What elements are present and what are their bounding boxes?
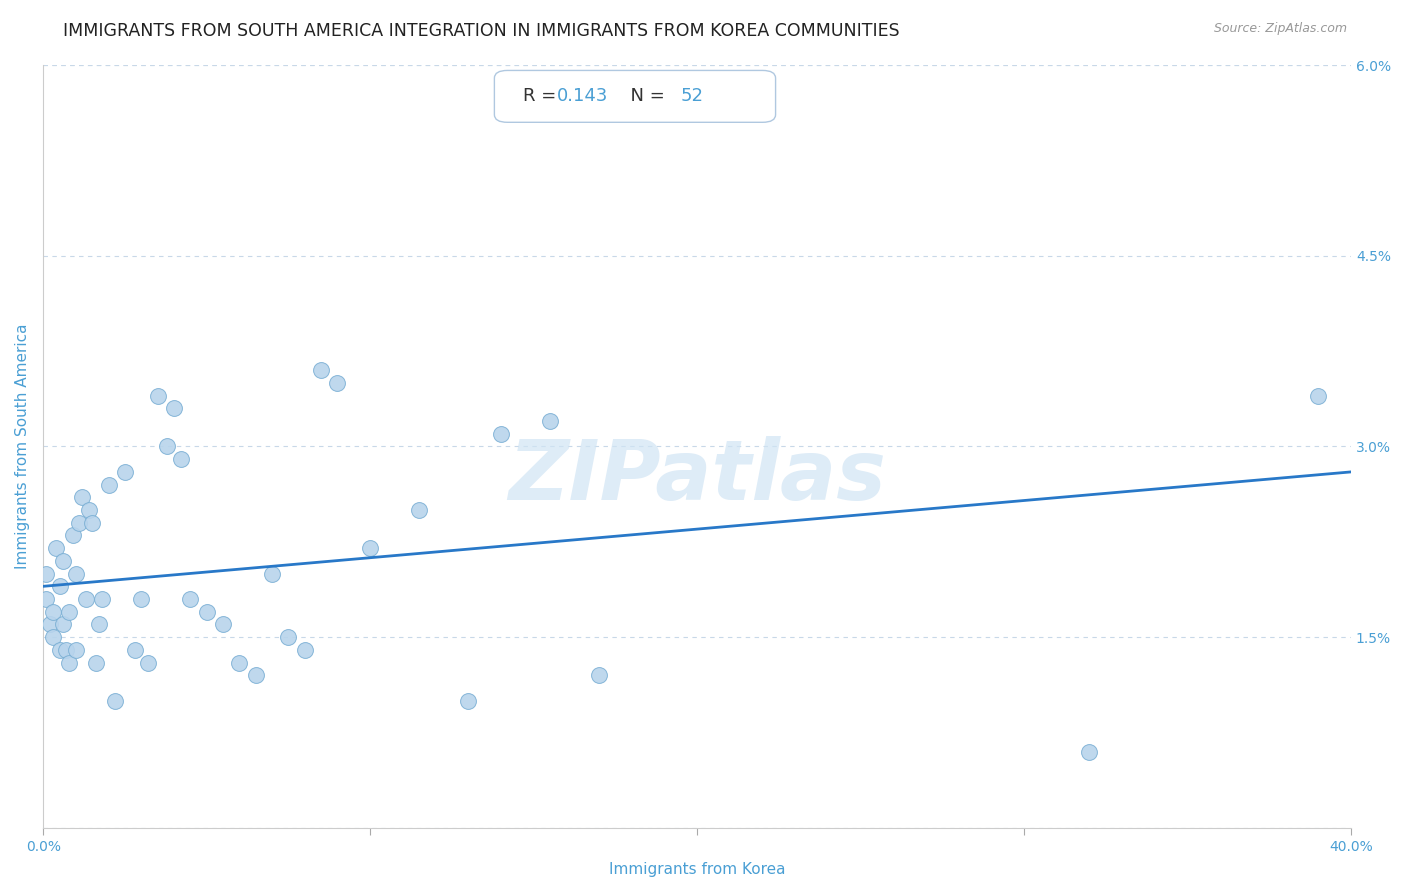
Point: [277, 630, 299, 644]
Point: [1308, 389, 1330, 403]
Point: [52, 617, 75, 632]
Point: [42, 630, 65, 644]
Point: [45, 541, 67, 556]
Point: [114, 465, 136, 479]
Point: [195, 605, 218, 619]
Point: [97, 477, 120, 491]
Point: [58, 605, 80, 619]
Point: [58, 656, 80, 670]
Point: [35, 566, 58, 581]
Point: [87, 617, 110, 632]
Point: [38, 617, 60, 632]
Point: [84, 656, 107, 670]
Text: N =: N =: [619, 87, 671, 105]
Point: [48, 579, 70, 593]
Point: [124, 643, 146, 657]
Point: [129, 592, 152, 607]
Text: Source: ZipAtlas.com: Source: ZipAtlas.com: [1213, 22, 1347, 36]
Point: [228, 656, 250, 670]
Y-axis label: Immigrants from South America: Immigrants from South America: [15, 324, 30, 569]
Point: [136, 656, 159, 670]
Text: 0.143: 0.143: [557, 87, 609, 105]
Point: [245, 668, 267, 682]
Point: [457, 694, 479, 708]
Point: [48, 643, 70, 657]
Point: [326, 376, 349, 390]
Point: [52, 554, 75, 568]
Text: IMMIGRANTS FROM SOUTH AMERICA INTEGRATION IN IMMIGRANTS FROM KOREA COMMUNITIES: IMMIGRANTS FROM SOUTH AMERICA INTEGRATIO…: [63, 22, 900, 40]
Text: 52: 52: [681, 87, 703, 105]
Point: [65, 643, 87, 657]
Point: [65, 566, 87, 581]
Point: [163, 401, 186, 416]
Point: [35, 592, 58, 607]
Point: [67, 516, 90, 530]
Point: [104, 694, 127, 708]
Text: ZIPatlas: ZIPatlas: [508, 436, 886, 517]
FancyBboxPatch shape: [495, 70, 776, 122]
Point: [359, 541, 381, 556]
Point: [179, 592, 201, 607]
Text: R =: R =: [523, 87, 562, 105]
Point: [538, 414, 561, 428]
Point: [262, 566, 284, 581]
Point: [294, 643, 316, 657]
Point: [42, 605, 65, 619]
Point: [91, 592, 114, 607]
Point: [75, 592, 97, 607]
Point: [55, 643, 77, 657]
Point: [489, 426, 512, 441]
Point: [1078, 745, 1101, 759]
Point: [588, 668, 610, 682]
Point: [82, 516, 104, 530]
Point: [77, 503, 100, 517]
Point: [408, 503, 430, 517]
Point: [72, 491, 94, 505]
Point: [146, 389, 169, 403]
Point: [156, 440, 179, 454]
Point: [309, 363, 332, 377]
Point: [212, 617, 235, 632]
Point: [62, 528, 84, 542]
Point: [169, 452, 191, 467]
X-axis label: Immigrants from Korea: Immigrants from Korea: [609, 862, 786, 877]
